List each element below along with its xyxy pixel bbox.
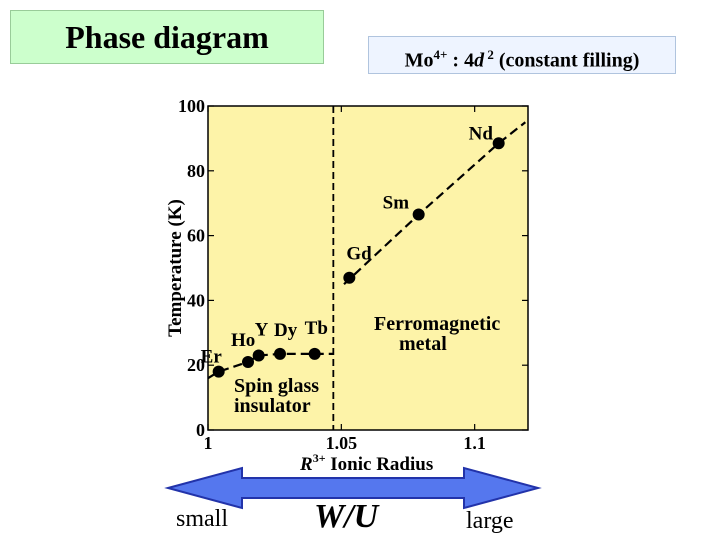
data-point-y (252, 349, 265, 362)
x-tick-label: 1.1 (463, 433, 486, 453)
data-point-nd (492, 137, 505, 150)
subtitle-suffix: (constant filling) (493, 49, 640, 72)
y-tick-label: 80 (187, 161, 205, 181)
y-tick-label: 60 (187, 226, 205, 246)
point-labels: Er Ho Y Dy Tb Gd Sm Nd (201, 123, 494, 367)
region-label-ferromagnetic-line2: metal (399, 333, 447, 355)
arrow-right-label: large (466, 508, 514, 534)
subtitle-sup-charge: 4+ (433, 47, 448, 62)
region-label-spin-glass-line1: Spin glass (234, 375, 319, 397)
plot-area (207, 105, 529, 431)
axis-ticks: 0 20 40 60 80 100 1 1.05 1.1 (178, 96, 528, 453)
point-label-tb: Tb (305, 318, 328, 339)
y-tick-label: 40 (187, 290, 205, 310)
arrow-left-label: small (176, 506, 228, 532)
point-label-y: Y (255, 319, 269, 340)
x-axis-label-rest: Ionic Radius (326, 454, 434, 475)
slide-title: Phase diagram (10, 10, 324, 64)
subtitle-sup-filling: 2 (484, 47, 494, 62)
point-label-nd: Nd (469, 123, 494, 144)
x-axis-label: R3+ Ionic Radius (299, 451, 433, 475)
point-label-ho: Ho (231, 330, 255, 351)
width-ratio-arrow (164, 466, 542, 510)
data-point-gd (343, 271, 356, 284)
y-tick-label: 0 (196, 420, 205, 440)
trend-line (343, 121, 527, 286)
point-label-dy: Dy (274, 320, 298, 341)
y-axis-label: Temperature (K) (165, 199, 186, 337)
data-point-er (212, 365, 225, 378)
data-points (212, 137, 505, 378)
data-point-ho (242, 355, 254, 368)
x-axis-label-sup: 3+ (313, 451, 326, 465)
data-point-dy (274, 347, 286, 360)
region-label-ferromagnetic-line1: Ferromagnetic (374, 313, 500, 335)
y-tick-label: 20 (187, 355, 205, 375)
data-point-tb (308, 347, 321, 360)
subtitle-d: d (474, 49, 485, 72)
x-tick-label: 1.05 (326, 433, 358, 453)
subtitle-mid: : 4 (447, 49, 475, 72)
trend-lines (207, 121, 527, 380)
y-tick-label: 100 (178, 96, 205, 116)
slide-subtitle: Mo4+ : 4d 2 (constant filling) (368, 36, 676, 74)
point-label-sm: Sm (383, 193, 410, 214)
arrow-center-label: W/U (314, 498, 379, 535)
point-label-gd: Gd (346, 244, 372, 265)
subtitle-prefix: Mo (404, 49, 434, 72)
x-tick-label: 1 (204, 433, 213, 453)
data-point-sm (412, 208, 425, 221)
x-axis-label-r: R (299, 454, 313, 475)
point-label-er: Er (201, 347, 223, 368)
region-label-spin-glass-line2: insulator (234, 395, 311, 417)
